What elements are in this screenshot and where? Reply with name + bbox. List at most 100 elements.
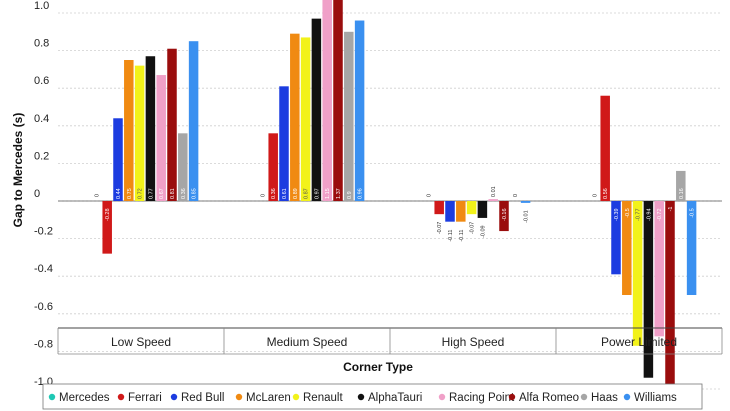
bar [676, 170, 686, 201]
legend-marker [117, 393, 125, 401]
bar-value-label: -0.39 [614, 208, 620, 221]
bar-value-label: -0.77 [636, 208, 642, 221]
bar [279, 86, 289, 201]
bar-value-label: 0.67 [159, 188, 165, 199]
bar-value-label: 1.37 [336, 188, 342, 199]
bar-value-label: 0.75 [127, 188, 133, 199]
bar [344, 31, 354, 201]
bar [145, 56, 156, 201]
bar [445, 201, 455, 222]
bar-value-label: -0.11 [448, 230, 454, 242]
bar-value-label: 0.87 [304, 188, 310, 199]
bar [686, 201, 697, 295]
category-label: Low Speed [111, 335, 171, 349]
y-tick-label: 0.6 [34, 75, 49, 87]
bar [300, 37, 311, 201]
bar-value-label: 0.72 [138, 188, 144, 199]
bar [622, 201, 632, 295]
bar-value-label: -0.94 [646, 208, 652, 221]
bar-value-label: 1.15 [325, 188, 331, 199]
bar [311, 18, 322, 201]
bar [654, 201, 664, 337]
bar-value-label: -0.72 [657, 208, 663, 221]
legend-marker [580, 393, 588, 401]
category-label: Medium Speed [267, 335, 348, 349]
bar-value-label: 0 [94, 194, 100, 197]
y-axis-title: Gap to Mercedes (s) [11, 113, 25, 228]
legend-marker [292, 393, 300, 401]
y-tick-label: -0.6 [34, 301, 53, 313]
bar [665, 201, 675, 389]
bar-value-label: 0.85 [192, 188, 198, 199]
bar-value-label: 0 [260, 194, 266, 197]
legend-marker [170, 393, 178, 401]
legend: Mercedes Ferrari Red Bull McLaren Renault Alp… [42, 383, 703, 410]
category-label: Power Limited [601, 335, 677, 349]
bar [456, 201, 466, 222]
bar [124, 60, 134, 201]
bar [134, 65, 145, 201]
bar [333, 0, 343, 201]
bar [466, 201, 477, 215]
y-tick-label: -0.2 [34, 226, 53, 238]
bar-value-label: 0.77 [148, 188, 154, 199]
legend-label: Mercedes [59, 392, 110, 404]
legend-label: Williams [634, 392, 677, 404]
legend-marker [508, 393, 516, 401]
bar-value-label: 0.36 [181, 188, 187, 199]
legend-label: Haas [591, 392, 618, 404]
legend-marker [235, 393, 243, 401]
bar [434, 201, 444, 215]
bar [290, 33, 300, 202]
legend-label: Ferrari [128, 392, 162, 404]
legend-label: AlphaTauri [368, 392, 422, 404]
bar-value-label: 0.01 [491, 186, 497, 197]
bar [167, 48, 177, 201]
bar [477, 201, 488, 218]
y-tick-label: -0.4 [34, 263, 53, 275]
bar-value-label: -0.09 [480, 225, 486, 238]
bar-value-label: -0.11 [459, 230, 465, 242]
bar-value-label: -1 [668, 207, 674, 212]
legend-label: McLaren [246, 392, 291, 404]
y-tick-label: 0 [34, 188, 40, 200]
bar [156, 75, 166, 201]
bar-value-label: -0.07 [437, 222, 443, 235]
bar-value-label: 0.61 [282, 188, 288, 199]
bar [354, 20, 365, 201]
legend-marker [623, 393, 631, 401]
bar [113, 118, 123, 201]
bar [499, 201, 509, 232]
bar-value-label: 0.9 [347, 191, 353, 199]
bar-value-label: -0.16 [502, 208, 508, 221]
y-tick-label: 0.8 [34, 38, 49, 50]
bar-value-label: -0.5 [625, 208, 631, 217]
legend-marker [357, 393, 365, 401]
legend-label: Alfa Romeo [519, 392, 579, 404]
bar-value-label: 0.44 [116, 188, 122, 199]
bar-value-label: -0.07 [470, 222, 476, 235]
y-tick-label: 0.4 [34, 113, 49, 125]
bar-value-label: 0.97 [314, 188, 320, 199]
bar [643, 201, 654, 378]
bar-series [102, 0, 697, 389]
legend-marker [48, 393, 56, 401]
bar-value-label: -0.01 [524, 210, 530, 223]
x-axis-title: Corner Type [343, 360, 413, 374]
bar-value-label: 0.36 [271, 188, 277, 199]
y-axis-ticks: 1.41.21.00.80.60.40.20-0.2-0.4-0.6-0.8-1… [34, 0, 53, 388]
legend-label: Red Bull [181, 392, 224, 404]
legend-label: Renault [303, 392, 343, 404]
bar [632, 201, 643, 346]
category-label: High Speed [442, 335, 505, 349]
bar [268, 133, 278, 201]
bar [188, 41, 199, 202]
bar [611, 201, 621, 275]
bar [102, 201, 112, 254]
bar [520, 201, 531, 203]
bar-value-label: -0.5 [690, 208, 696, 217]
bar-value-label: 0 [513, 194, 519, 197]
legend-marker [438, 393, 446, 401]
legend-box [42, 383, 703, 410]
bar-value-label: 0.96 [358, 188, 364, 199]
